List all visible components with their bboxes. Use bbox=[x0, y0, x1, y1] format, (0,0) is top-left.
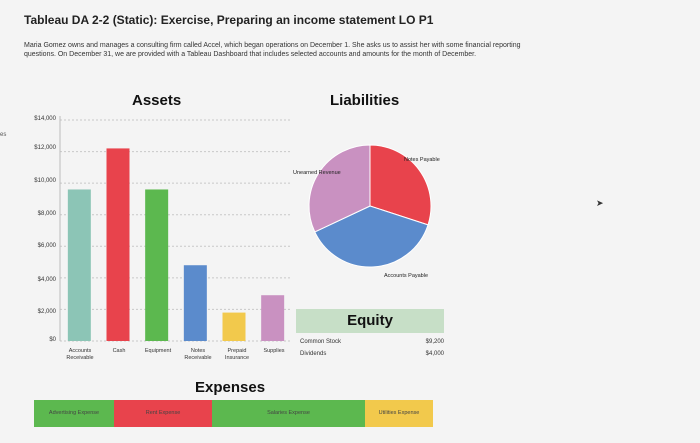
asset-bar bbox=[261, 295, 285, 341]
expense-label: Utilities Expense bbox=[378, 410, 420, 416]
x-tick-label: Prepaid Insurance bbox=[224, 348, 250, 361]
pie-label-notes-payable: Notes Payable bbox=[404, 157, 440, 163]
pie-label-accounts-payable: Accounts Payable bbox=[384, 273, 429, 279]
expenses-title: Expenses bbox=[195, 379, 266, 396]
x-tick-label: Cash bbox=[112, 348, 126, 354]
x-tick-label: Accounts Receivable bbox=[66, 348, 94, 361]
pie-label-unearned-revenue: Unearned Revenue bbox=[293, 170, 341, 176]
y-tick-label: $6,000 bbox=[37, 243, 56, 249]
y-tick-label: $8,000 bbox=[37, 211, 56, 217]
y-tick-label: $10,000 bbox=[34, 178, 56, 184]
expense-label: Salaries Expense bbox=[267, 410, 310, 416]
equity-row-value: $4,000 bbox=[425, 351, 444, 357]
expense-segment: Advertising Expense bbox=[34, 400, 114, 427]
equity-row-label: Common Stock bbox=[300, 339, 342, 345]
pie-slice bbox=[314, 205, 429, 268]
asset-bar bbox=[183, 265, 207, 341]
side-text-fragment: es bbox=[0, 132, 7, 138]
asset-bar bbox=[106, 148, 130, 341]
pie-slice bbox=[369, 144, 432, 226]
y-tick-label: $2,000 bbox=[37, 309, 56, 315]
x-tick-label: Supplies bbox=[263, 348, 285, 354]
expense-segment: Utilities Expense bbox=[365, 400, 433, 427]
y-tick-label: $12,000 bbox=[34, 145, 56, 151]
page-title: Tableau DA 2-2 (Static): Exercise, Prepa… bbox=[24, 13, 434, 27]
liabilities-pie-chart bbox=[308, 144, 432, 268]
y-tick-label: $14,000 bbox=[34, 116, 56, 122]
assets-bar-chart bbox=[59, 116, 292, 342]
y-tick-label: $4,000 bbox=[37, 277, 56, 283]
expense-segment: Salaries Expense bbox=[212, 400, 365, 427]
expense-label: Rent Expense bbox=[145, 410, 181, 416]
asset-bar bbox=[67, 189, 91, 341]
asset-bar bbox=[145, 189, 169, 341]
equity-title: Equity bbox=[347, 312, 393, 329]
expense-segment: Rent Expense bbox=[114, 400, 212, 427]
asset-bar bbox=[222, 312, 246, 341]
y-tick-label: $0 bbox=[49, 337, 56, 343]
x-tick-label: Notes Receivable bbox=[184, 348, 212, 361]
assets-title: Assets bbox=[132, 92, 182, 109]
equity-row-label: Dividends bbox=[300, 351, 327, 357]
liabilities-title: Liabilities bbox=[330, 92, 400, 109]
equity-header: Equity bbox=[296, 309, 444, 333]
equity-row-value: $9,200 bbox=[425, 339, 444, 345]
expense-label: Advertising Expense bbox=[48, 410, 100, 416]
pie-slice bbox=[308, 144, 371, 233]
x-tick-label: Equipment bbox=[144, 348, 172, 354]
intro-paragraph: Maria Gomez owns and manages a consultin… bbox=[24, 42, 521, 58]
pointer-arrow-icon: ➤ bbox=[596, 198, 604, 208]
